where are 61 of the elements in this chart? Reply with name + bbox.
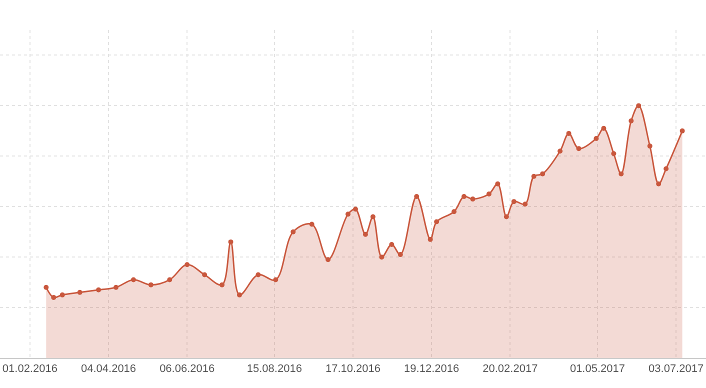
point bbox=[611, 151, 616, 156]
point bbox=[495, 181, 500, 186]
x-tick-label: 19.12.2016 bbox=[404, 363, 460, 376]
point bbox=[522, 202, 528, 207]
x-tick-label: 01.02.2016 bbox=[2, 363, 58, 376]
point bbox=[656, 181, 662, 186]
point bbox=[389, 242, 394, 247]
point bbox=[566, 130, 572, 136]
point bbox=[511, 199, 516, 204]
x-tick-label: 20.02.2017 bbox=[482, 363, 538, 376]
point bbox=[326, 257, 331, 262]
point bbox=[628, 118, 634, 124]
point bbox=[647, 144, 652, 149]
point bbox=[167, 277, 172, 282]
point bbox=[414, 194, 420, 200]
point bbox=[236, 292, 242, 298]
point bbox=[531, 174, 536, 179]
point bbox=[352, 206, 358, 212]
point bbox=[309, 222, 314, 227]
point bbox=[540, 171, 546, 176]
point bbox=[594, 136, 599, 141]
x-tick-label: 01.05.2017 bbox=[570, 363, 626, 376]
point bbox=[470, 196, 476, 202]
point bbox=[434, 219, 440, 224]
point bbox=[77, 290, 82, 295]
x-tick-label: 04.04.2016 bbox=[80, 363, 136, 376]
point bbox=[60, 292, 65, 298]
point bbox=[576, 146, 582, 152]
point bbox=[428, 236, 433, 242]
x-tick-label: 06.06.2016 bbox=[160, 363, 215, 376]
point bbox=[452, 209, 457, 214]
point bbox=[202, 272, 208, 278]
point bbox=[379, 254, 384, 260]
point bbox=[362, 232, 368, 237]
point bbox=[618, 171, 624, 176]
point bbox=[51, 294, 56, 300]
point bbox=[96, 287, 102, 292]
point bbox=[290, 229, 296, 234]
point bbox=[148, 282, 154, 288]
point bbox=[664, 166, 669, 172]
point bbox=[184, 262, 190, 268]
x-tick-label: 03.07.2017 bbox=[648, 363, 704, 376]
x-tick-label: 17.10.2016 bbox=[325, 363, 381, 376]
point bbox=[228, 239, 234, 244]
point bbox=[346, 212, 351, 217]
point bbox=[486, 192, 492, 196]
point bbox=[504, 214, 509, 220]
x-tick-label: 15.08.2016 bbox=[246, 363, 302, 376]
point bbox=[44, 284, 49, 290]
point bbox=[398, 252, 403, 258]
point bbox=[273, 277, 278, 282]
point bbox=[558, 148, 563, 154]
point bbox=[114, 284, 118, 290]
point bbox=[462, 194, 467, 200]
point bbox=[370, 214, 376, 220]
point bbox=[130, 277, 136, 282]
point bbox=[220, 282, 225, 288]
point bbox=[636, 103, 642, 108]
point bbox=[601, 126, 606, 131]
point bbox=[680, 128, 685, 134]
point bbox=[256, 272, 261, 278]
